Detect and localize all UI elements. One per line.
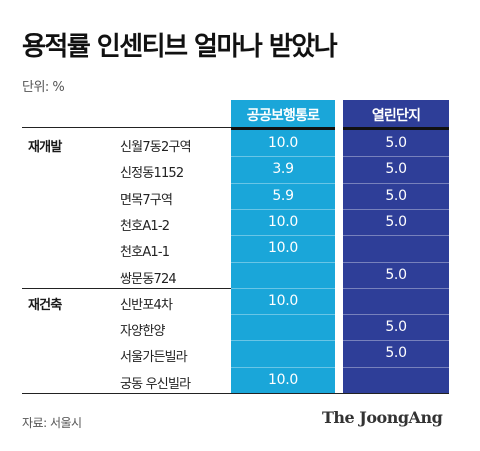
row-divider-a <box>231 366 335 368</box>
row-label: 궁동 우신빌라 <box>120 376 191 392</box>
row-label: 자양한양 <box>120 324 165 340</box>
chart-title: 용적률 인센티브 얼마나 받았나 <box>22 32 338 62</box>
table-bottom-rule <box>22 393 449 394</box>
column-band-open-complex <box>343 130 449 393</box>
cell-public-walkway: 10.0 <box>268 135 298 151</box>
row-divider-b <box>343 261 449 263</box>
cell-open-complex: 5.0 <box>385 213 407 230</box>
cell-public-walkway: 10.0 <box>268 240 298 257</box>
row-divider-a <box>231 182 335 184</box>
cell-open-complex: 5.0 <box>385 187 407 204</box>
column-header-open-complex: 열린단지 <box>343 100 449 130</box>
row-label: 천호A1-2 <box>120 218 170 234</box>
group-label: 재건축 <box>28 297 62 313</box>
row-divider-a <box>231 235 335 237</box>
row-divider-a <box>231 340 335 342</box>
cell-open-complex: 5.0 <box>385 345 407 362</box>
row-divider-a <box>231 314 335 316</box>
cell-open-complex: 5.0 <box>385 135 407 151</box>
row-divider-a <box>231 156 335 158</box>
row-label: 신월7동2구역 <box>120 140 192 155</box>
row-divider-b <box>343 235 449 237</box>
row-label: 신반포4차 <box>120 297 173 313</box>
row-divider-b <box>343 208 449 210</box>
row-divider-b <box>343 182 449 184</box>
column-band-public-walkway <box>231 130 335 393</box>
table-top-rule <box>22 127 231 128</box>
row-divider-a <box>231 287 335 289</box>
row-label: 천호A1-1 <box>120 245 170 261</box>
cell-public-walkway: 10.0 <box>268 213 298 230</box>
column-header-public-walkway: 공공보행통로 <box>231 100 335 130</box>
row-divider-b <box>343 287 449 289</box>
unit-label: 단위: % <box>22 80 65 95</box>
source-note: 자료: 서울시 <box>22 416 82 430</box>
row-divider-b <box>343 366 449 368</box>
row-label: 쌍문동724 <box>120 271 177 287</box>
cell-public-walkway: 10.0 <box>268 371 298 388</box>
row-divider-a <box>231 261 335 263</box>
cell-open-complex: 5.0 <box>385 319 407 336</box>
row-label: 서울가든빌라 <box>120 350 188 366</box>
row-divider-b <box>343 314 449 316</box>
group-label: 재개발 <box>28 140 62 155</box>
row-label: 신정동1152 <box>120 166 184 182</box>
row-divider-b <box>343 156 449 158</box>
row-label: 면목7구역 <box>120 192 173 208</box>
joongang-logo: The JoongAng <box>322 408 443 427</box>
cell-public-walkway: 10.0 <box>268 292 298 309</box>
cell-open-complex: 5.0 <box>385 161 407 178</box>
header-underline-b <box>343 127 449 130</box>
row-divider-a <box>231 208 335 210</box>
cell-public-walkway: 5.9 <box>272 187 294 204</box>
row-divider-b <box>343 340 449 342</box>
cell-public-walkway: 3.9 <box>272 161 294 178</box>
header-underline-a <box>231 127 335 130</box>
cell-open-complex: 5.0 <box>385 266 407 283</box>
group-divider <box>22 287 231 289</box>
